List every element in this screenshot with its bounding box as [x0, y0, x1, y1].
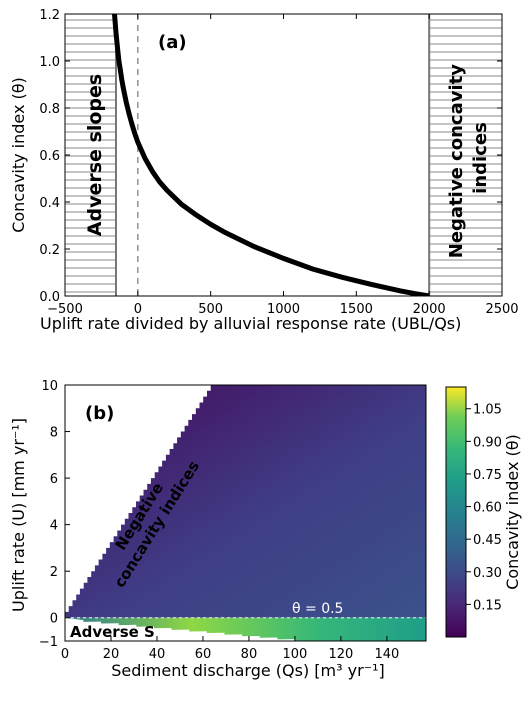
- negative-concavity-region: [429, 14, 502, 296]
- concavity-curve: [112, 14, 430, 296]
- colorbar-tick-label: 0.45: [473, 533, 502, 548]
- panel-a-ylabel: Concavity index (θ): [9, 77, 28, 233]
- colorbar-tick-label: 0.15: [473, 598, 502, 613]
- heatmap-bottom-band: [65, 617, 426, 641]
- panel-a: −500 0 500 1000 1500 2000 2500 0.0 0.2 0.4 0.6 0.8 1…: [9, 8, 519, 333]
- panel-a-ytick-label: 0.8: [39, 102, 60, 117]
- colorbar-gradient: [445, 386, 467, 638]
- colorbar-tick-label: 0.90: [473, 435, 502, 450]
- colorbar-tick-label: 0.75: [473, 468, 502, 483]
- panel-b-xtick-label: 0: [61, 647, 69, 662]
- panel-a-ytick-label: 0.2: [39, 243, 60, 258]
- panel-b-ytick-label: 8: [50, 426, 58, 441]
- panel-a-xtick-label: 1500: [340, 302, 373, 317]
- panel-b-xtick-label: 60: [195, 647, 212, 662]
- panel-b-xlabel: Sediment discharge (Qs) [m³ yr⁻¹]: [111, 661, 385, 680]
- theta-contour-label: θ = 0.5: [292, 601, 343, 617]
- colorbar-tick-label: 0.30: [473, 566, 502, 581]
- panel-a-ytick-label: 0.6: [39, 149, 60, 164]
- panel-a-xtick-label: 2000: [413, 302, 446, 317]
- heatmap-field: [65, 385, 426, 641]
- panel-b-ytick-label: −1: [39, 635, 58, 650]
- panel-b-ylabel: Uplift rate (U) [mm yr⁻¹]: [9, 418, 28, 612]
- adverse-slopes-region: [65, 14, 116, 296]
- panel-a-ytick-label: 0.0: [39, 290, 60, 305]
- panel-b-xtick-label: 100: [283, 647, 308, 662]
- panel-b-frame: [64, 384, 427, 642]
- colorbar-tick-label: 0.60: [473, 501, 502, 516]
- panel-b-ytick-label: 10: [41, 379, 58, 394]
- panel-b-xtick-label: 120: [329, 647, 354, 662]
- negative-concavity-label: Negative concavity indices: [446, 58, 491, 258]
- panel-b-adverse-label: Adverse S: [70, 623, 155, 641]
- panel-b-xtick-label: 140: [374, 647, 399, 662]
- panel-a-ytick-label: 1.0: [39, 55, 60, 70]
- panel-a-xtick-label: 500: [198, 302, 223, 317]
- colorbar: 0.15 0.30 0.45 0.60 0.75 0.90 1.05 Concavity i…: [445, 386, 522, 638]
- colorbar-tick-label: 1.05: [473, 403, 502, 418]
- panel-a-xtick-label: 2500: [485, 302, 518, 317]
- panel-b-ytick-label: 4: [50, 519, 58, 534]
- panel-a-ytick-label: 0.4: [39, 196, 60, 211]
- panel-a-xtick-label: −500: [47, 302, 83, 317]
- panel-b-xtick-label: 80: [241, 647, 258, 662]
- panel-b-ytick-label: 2: [50, 565, 58, 580]
- panel-a-xlabel: Uplift rate divided by alluvial response…: [40, 314, 461, 333]
- panel-a-ticks: −500 0 500 1000 1500 2000 2500 0.0 0.2 0.4 0.6 0.8 1…: [39, 8, 518, 317]
- heatmap-main: [65, 385, 426, 618]
- colorbar-ticks: 0.15 0.30 0.45 0.60 0.75 0.90 1.05: [466, 403, 502, 613]
- panel-a-xtick-label: 0: [134, 302, 142, 317]
- panel-b-ytick-label: 6: [50, 472, 58, 487]
- panel-b-label: (b): [85, 403, 114, 424]
- panel-a-ytick-label: 1.2: [39, 8, 60, 23]
- panel-a-xtick-label: 1000: [267, 302, 300, 317]
- adverse-slopes-label: Adverse slopes: [84, 74, 106, 236]
- panel-a-label: (a): [158, 32, 187, 53]
- panel-b-ytick-label: 0: [50, 612, 58, 627]
- panel-b-xtick-label: 20: [103, 647, 120, 662]
- colorbar-label: Concavity index (θ): [503, 434, 522, 590]
- panel-b-xtick-label: 40: [149, 647, 166, 662]
